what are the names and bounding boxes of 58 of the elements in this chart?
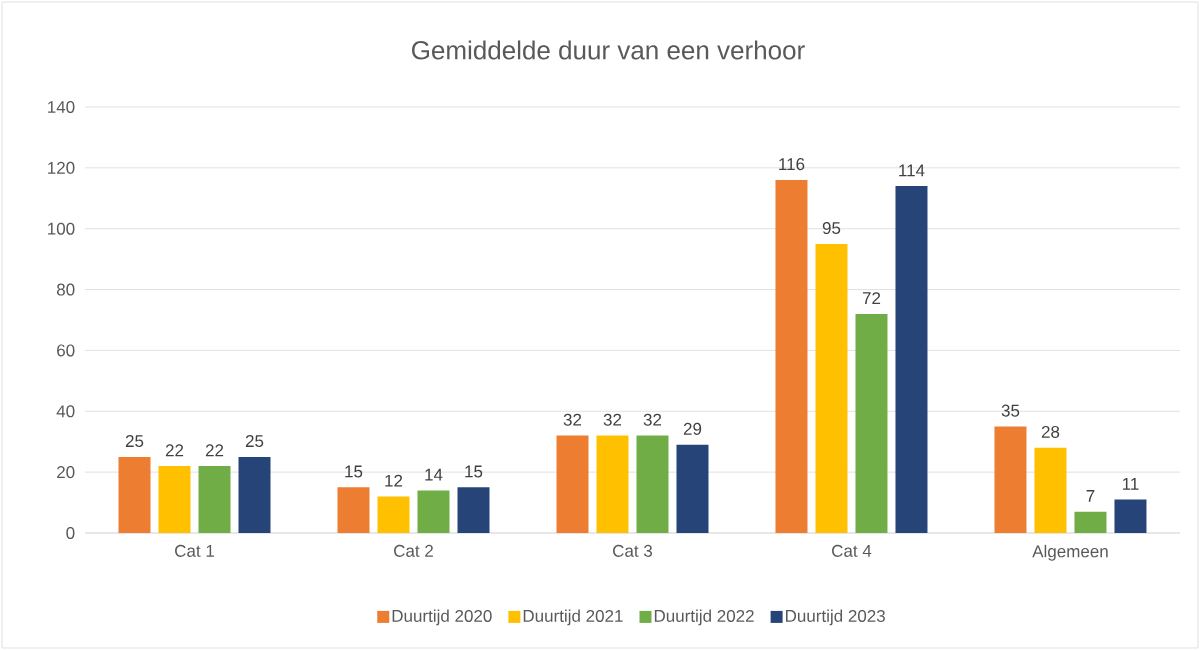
y-tick-label: 80 — [56, 283, 75, 296]
bar — [775, 180, 808, 533]
data-label: 11 — [1122, 477, 1139, 490]
x-tick-label: Algemeen — [1032, 544, 1108, 561]
data-label: 22 — [205, 444, 224, 457]
x-tick-label: Cat 2 — [394, 544, 433, 557]
y-tick-label: 60 — [57, 344, 75, 357]
bar — [855, 313, 888, 533]
bar — [158, 466, 191, 533]
bar — [337, 487, 370, 533]
data-label: 15 — [465, 465, 483, 478]
y-tick-label: 0 — [66, 526, 75, 540]
bar — [676, 444, 709, 533]
y-tick-label: 40 — [56, 405, 75, 418]
bar — [556, 435, 589, 533]
bar — [815, 243, 848, 533]
legend-label: Duurtijd 2021 — [523, 609, 623, 626]
x-tick-label: Cat 3 — [613, 544, 653, 557]
legend-label: Duurtijd 2022 — [654, 609, 754, 626]
bar — [994, 426, 1027, 533]
bar — [118, 456, 151, 533]
data-label: 32 — [643, 413, 662, 426]
y-tick-label: 20 — [57, 466, 75, 479]
bar — [1074, 511, 1107, 533]
data-label: 28 — [1041, 425, 1060, 438]
y-tick-label: 140 — [48, 100, 75, 114]
data-label: 7 — [1086, 490, 1095, 502]
bar — [238, 456, 271, 533]
x-tick-label: Cat 1 — [175, 544, 214, 557]
bar — [1034, 447, 1067, 533]
data-label: 22 — [165, 444, 184, 457]
data-label: 15 — [345, 465, 363, 478]
data-label: 72 — [862, 292, 881, 305]
legend-label: Duurtijd 2023 — [786, 609, 885, 626]
bar — [636, 435, 669, 533]
y-tick-label: 100 — [48, 222, 75, 235]
y-tick-label: 120 — [48, 161, 75, 174]
bar — [1114, 499, 1147, 533]
data-label: 12 — [385, 474, 403, 487]
data-label: 116 — [779, 158, 805, 171]
data-label: 35 — [1001, 404, 1020, 417]
x-tick-label: Cat 4 — [832, 544, 872, 557]
bar — [377, 496, 410, 533]
legend-label: Duurtijd 2020 — [392, 609, 492, 626]
data-label: 32 — [563, 413, 582, 426]
data-label: 32 — [603, 413, 622, 426]
bar — [895, 186, 928, 533]
bar — [596, 435, 629, 533]
data-label: 114 — [899, 164, 925, 177]
bar — [417, 490, 450, 533]
data-label: 14 — [425, 468, 443, 481]
data-label: 95 — [822, 222, 841, 235]
data-label: 29 — [683, 422, 702, 435]
data-label: 25 — [245, 435, 264, 448]
bar — [457, 487, 490, 533]
data-label: 25 — [125, 435, 144, 448]
bar — [198, 466, 231, 533]
chart-title: Gemiddelde duur van een verhoor — [412, 40, 805, 60]
